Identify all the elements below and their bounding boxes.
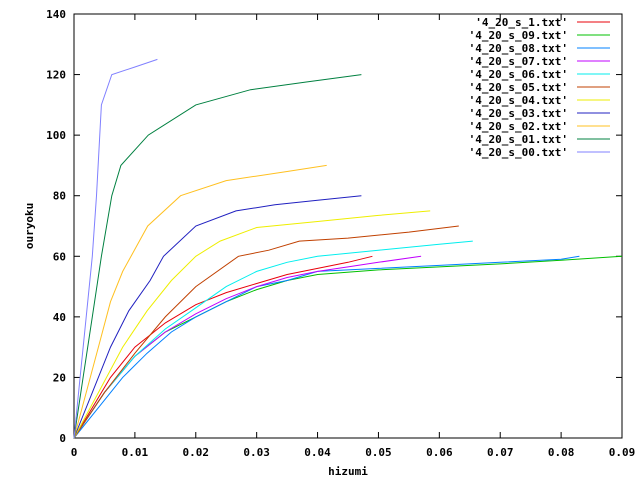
series-line-1: [73, 255, 623, 439]
legend-label-8: '4_20_s_02.txt': [469, 120, 568, 133]
x-tick-label: 0.05: [365, 446, 392, 459]
series-line-8: [73, 164, 327, 439]
legend-label-2: '4_20_s_08.txt': [469, 42, 568, 55]
x-tick-label: 0.08: [548, 446, 575, 459]
y-axis-label: ouryoku: [23, 203, 36, 249]
series-line-4: [73, 240, 473, 439]
x-tick-label: 0.06: [426, 446, 453, 459]
legend-label-3: '4_20_s_07.txt': [469, 55, 568, 68]
x-tick-label: 0: [71, 446, 78, 459]
legend-label-5: '4_20_s_05.txt': [469, 81, 568, 94]
y-tick-label: 80: [53, 190, 66, 203]
series-line-5: [73, 225, 459, 439]
x-tick-label: 0.09: [609, 446, 636, 459]
y-tick-label: 140: [46, 8, 66, 21]
plot-frame: [73, 13, 623, 439]
y-tick-label: 120: [46, 69, 66, 82]
legend-label-6: '4_20_s_04.txt': [469, 94, 568, 107]
y-tick-label: 0: [59, 432, 66, 445]
series-line-0: [73, 255, 373, 439]
legend-label-7: '4_20_s_03.txt': [469, 107, 568, 120]
legend-label-4: '4_20_s_06.txt': [469, 68, 568, 81]
series-line-3: [73, 255, 422, 439]
legend-label-1: '4_20_s_09.txt': [469, 29, 568, 42]
series-line-7: [73, 195, 362, 439]
y-tick-label: 40: [53, 311, 66, 324]
series-line-6: [73, 210, 431, 439]
legend: '4_20_s_1.txt''4_20_s_09.txt''4_20_s_08.…: [469, 16, 610, 159]
series-line-9: [73, 74, 362, 439]
series-layer: [73, 58, 623, 439]
series-line-2: [73, 255, 580, 439]
x-tick-label: 0.01: [122, 446, 149, 459]
series-line-10: [73, 58, 158, 439]
x-tick-label: 0.04: [304, 446, 331, 459]
y-tick-label: 60: [53, 250, 66, 263]
x-axis-label: hizumi: [328, 465, 368, 478]
y-tick-label: 100: [46, 129, 66, 142]
ticks-layer: 0 0.01 0.02 0.03 0.04 0.05 0.06 0.07 0.08 0.09 0 20…: [46, 8, 635, 459]
x-tick-label: 0.07: [487, 446, 514, 459]
legend-label-9: '4_20_s_01.txt': [469, 133, 568, 146]
legend-label-10: '4_20_s_00.txt': [469, 146, 568, 159]
legend-label-0: '4_20_s_1.txt': [475, 16, 568, 29]
x-tick-label: 0.03: [243, 446, 270, 459]
x-tick-label: 0.02: [183, 446, 210, 459]
y-tick-label: 20: [53, 371, 66, 384]
